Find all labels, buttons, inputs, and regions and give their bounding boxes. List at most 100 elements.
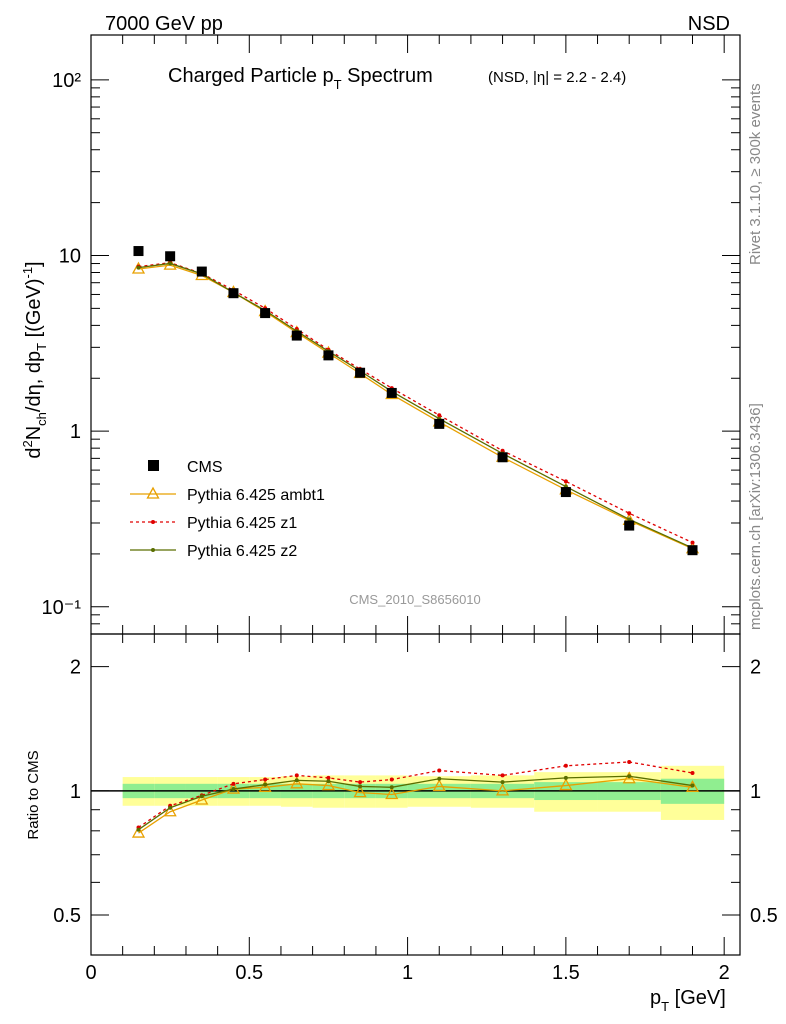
ratio-point-1: [437, 768, 442, 773]
legend-marker-1: [151, 520, 155, 524]
legend-marker-data: [148, 460, 159, 471]
ratio-point-2: [231, 787, 236, 792]
header-left: 7000 GeV pp: [105, 13, 223, 35]
ratio-y-tick-label: 1: [70, 781, 81, 803]
data-point: [497, 452, 508, 463]
ratio-point-1: [563, 763, 568, 768]
ratio-point-1: [627, 759, 632, 764]
ratio-point-0: [258, 779, 272, 792]
ratio-point-2: [136, 827, 141, 832]
data-point: [624, 520, 635, 531]
rivet-label: Rivet 3.1.10, ≥ 300k events: [747, 83, 764, 265]
series-point-1: [627, 511, 632, 516]
ratio-point-2: [358, 784, 363, 789]
x-tick-label: 0.5: [235, 962, 263, 984]
ratio-point-0: [290, 776, 304, 789]
x-tick-label: 1: [402, 962, 413, 984]
series-line-2: [138, 262, 693, 549]
ratio-point-2: [199, 794, 204, 799]
ratio-point-1: [263, 777, 268, 782]
legend-label-0: Pythia 6.425 ambt1: [187, 487, 325, 504]
data-point: [260, 308, 271, 319]
series-point-1: [563, 479, 568, 484]
legend-marker-2: [151, 548, 155, 552]
data-point: [196, 266, 207, 277]
series-point-2: [168, 261, 173, 266]
ratio-point-2: [563, 775, 568, 780]
header-right: NSD: [688, 13, 730, 35]
ratio-point-1: [326, 775, 331, 780]
ratio-frame: [90, 633, 741, 956]
ratio-point-1: [389, 777, 394, 782]
ratio-y-tick-label: 0.5: [53, 905, 81, 927]
data-point: [355, 367, 366, 378]
ratio-point-1: [358, 780, 363, 785]
ratio-series-group: [131, 759, 700, 838]
legend: CMS Pythia 6.425 ambt1 Pythia 6.425 z1 Pyth…: [130, 459, 325, 560]
svg-text:d2Nch/dη, dpT [(GeV)-1]: d2Nch/dη, dpT [(GeV)-1]: [20, 261, 49, 458]
x-tick-label: 2: [719, 962, 730, 984]
ratio-point-1: [500, 773, 505, 778]
ratio-point-2: [389, 785, 394, 790]
ratio-line-2: [138, 775, 693, 831]
mcplots-label: mcplots.cern.ch [arXiv:1306.3436]: [747, 403, 764, 630]
ratio-point-2: [690, 783, 695, 788]
analysis-watermark: CMS_2010_S8656010: [349, 592, 481, 607]
ratio-line-0: [138, 778, 693, 834]
data-point: [687, 545, 698, 556]
ratio-point-0: [495, 783, 510, 796]
ratio-point-0: [685, 779, 700, 792]
axes-group: 0 0.5 1 1.5 2 10⁻¹ 1 10 10² 0.5 0.5 1 1 2 2: [42, 34, 778, 984]
data-point: [434, 418, 445, 429]
legend-label-data: CMS: [187, 459, 223, 476]
main-ylabel: d2Nch/dη, dpT [(GeV)-1]: [20, 261, 49, 458]
ratio-point-2: [627, 774, 632, 779]
ratio-point-0: [131, 825, 146, 838]
ratio-point-2: [500, 780, 505, 785]
ratio-point-0: [622, 771, 636, 784]
ratio-y-tick-label-right: 2: [750, 657, 761, 679]
ratio-point-1: [294, 773, 299, 778]
legend-label-1: Pythia 6.425 z1: [187, 515, 297, 532]
ratio-point-2: [326, 779, 331, 784]
xlabel: pT [GeV]: [650, 987, 726, 1014]
ratio-point-1: [690, 770, 695, 775]
chart-title: Charged Particle pT Spectrum: [168, 65, 433, 92]
series-point-1: [690, 540, 695, 545]
series-point-1: [500, 448, 505, 453]
ratio-y-tick-label-right: 1: [750, 781, 761, 803]
ratio-point-0: [321, 778, 336, 791]
data-point: [323, 350, 334, 361]
ratio-point-2: [263, 782, 268, 787]
main-y-tick-label: 10⁻¹: [42, 597, 82, 619]
ratio-y-tick-label: 2: [70, 657, 81, 679]
data-point: [228, 288, 239, 299]
ratio-point-0: [163, 804, 177, 817]
main-series-group: [131, 246, 700, 556]
ratio-point-0: [432, 779, 446, 792]
series-point-2: [627, 517, 632, 522]
data-point: [386, 387, 397, 398]
data-point: [291, 330, 302, 341]
main-y-tick-label: 1: [70, 421, 81, 443]
series-point-1: [437, 413, 442, 418]
ratio-line-1: [138, 761, 693, 829]
ratio-point-2: [294, 778, 299, 783]
series-line-0: [138, 264, 693, 550]
ratio-ylabel: Ratio to CMS: [25, 750, 42, 839]
main-y-tick-label: 10²: [52, 70, 81, 92]
chart-title-extra: (NSD, |η| = 2.2 - 2.4): [488, 69, 626, 86]
ratio-point-2: [437, 776, 442, 781]
x-tick-label: 0: [85, 962, 96, 984]
ratio-y-tick-label-right: 0.5: [750, 905, 778, 927]
ratio-point-1: [231, 781, 236, 786]
ratio-point-0: [559, 778, 573, 791]
data-point: [560, 487, 571, 498]
data-point: [133, 246, 144, 257]
legend-label-2: Pythia 6.425 z2: [187, 543, 297, 560]
series-point-2: [136, 265, 141, 270]
x-tick-label: 1.5: [552, 962, 580, 984]
ratio-point-2: [168, 805, 173, 810]
legend-marker-0: [146, 486, 160, 499]
